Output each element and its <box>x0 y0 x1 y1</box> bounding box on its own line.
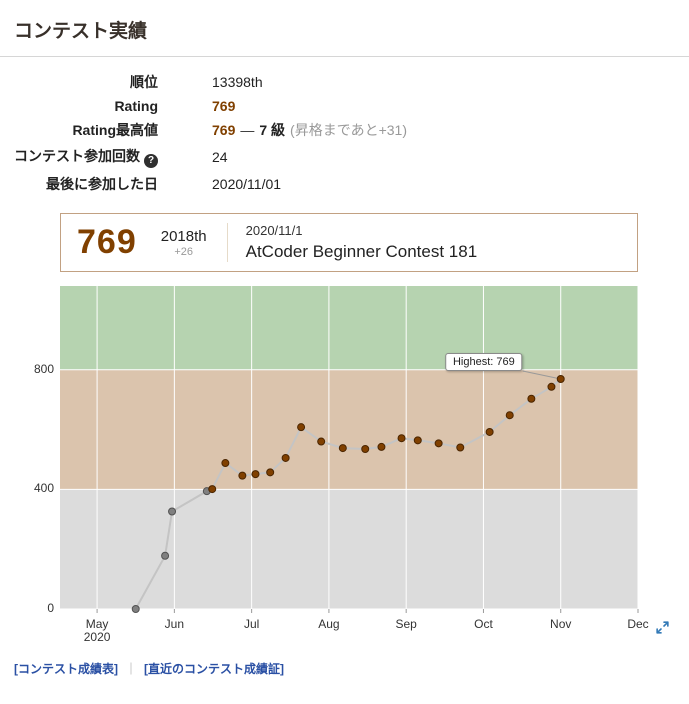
y-axis-tick-label: 0 <box>47 601 54 615</box>
recent-performance-link[interactable]: [直近のコンテスト成績証] <box>144 662 285 676</box>
links-separator: ｜ <box>125 662 138 676</box>
stats-table: 順位 13398th Rating 769 Rating最高値 769—7 級(… <box>14 69 407 197</box>
x-axis-tick-label: Jun <box>164 617 185 631</box>
highest-rating-tooltip: Highest: 769 <box>444 353 523 371</box>
page-title: コンテスト実績 <box>14 21 148 42</box>
rank-value: 13398th <box>212 74 263 90</box>
latest-rating-value: 769 <box>77 223 137 261</box>
rating-value: 769 <box>212 98 236 114</box>
rating-chart-svg <box>60 286 639 613</box>
x-axis-tick-label: Sep <box>395 617 417 631</box>
rating-chart-area: Highest: 769 0 400 800 May Jun Jul Aug Sep Oct N… <box>14 282 678 646</box>
promotion-note: (昇格まであと+31) <box>290 122 407 138</box>
x-axis-tick-label: Aug <box>318 617 340 631</box>
highest-rating-dash: — <box>240 122 255 138</box>
footer-links: [コンテスト成績表] ｜ [直近のコンテスト成績証] <box>14 660 675 677</box>
x-axis-tick-label: May <box>85 617 109 631</box>
stats-row-highest-rating: Rating最高値 769—7 級 (昇格まであと+31) <box>14 117 407 143</box>
latest-contest-card: 769 2018th +26 2020/11/1 AtCoder Beginne… <box>60 213 638 272</box>
x-axis-year-label: 2020 <box>83 630 111 644</box>
x-axis-tick-label: Dec <box>627 617 649 631</box>
latest-contest-info: 2020/11/1 AtCoder Beginner Contest 181 <box>226 223 478 262</box>
stats-row-rating: Rating 769 <box>14 95 407 117</box>
title-divider <box>0 56 689 57</box>
x-axis-tick-label: Jul <box>243 617 260 631</box>
latest-rating-diff: +26 <box>174 245 194 258</box>
highest-rating-label: Rating最高値 <box>72 122 158 138</box>
help-question-icon[interactable]: ? <box>144 154 158 168</box>
y-axis-tick-label: 400 <box>33 481 54 496</box>
stats-row-last-competed: 最後に参加した日 2020/11/01 <box>14 171 407 197</box>
contest-history-link[interactable]: [コンテスト成績表] <box>14 662 118 676</box>
last-competed-value: 2020/11/01 <box>212 176 282 192</box>
stats-row-matches: コンテスト参加回数? 24 <box>14 143 407 171</box>
contest-results-page: コンテスト実績 順位 13398th Rating 769 Rating最高値 … <box>0 16 689 691</box>
stats-row-rank: 順位 13398th <box>14 69 407 95</box>
rank-label: 順位 <box>130 74 158 90</box>
latest-place: 2018th <box>160 227 207 245</box>
x-axis-tick-label: Oct <box>474 617 493 631</box>
latest-place-block: 2018th +26 <box>161 228 207 258</box>
matches-label: コンテスト参加回数 <box>14 148 140 164</box>
expand-chart-icon[interactable] <box>655 620 670 635</box>
rating-label: Rating <box>114 98 158 114</box>
highest-rating-value: 769 <box>212 122 236 138</box>
y-axis-tick-label: 800 <box>33 361 54 376</box>
x-axis-tick-label: Nov <box>550 617 572 631</box>
highest-rating-kyu: 7 級 <box>259 122 286 138</box>
rating-chart-plot[interactable]: Highest: 769 <box>60 286 639 613</box>
last-competed-label: 最後に参加した日 <box>46 176 158 192</box>
latest-contest-date: 2020/11/1 <box>245 223 303 238</box>
matches-value: 24 <box>212 149 228 165</box>
latest-contest-name: AtCoder Beginner Contest 181 <box>245 242 478 261</box>
